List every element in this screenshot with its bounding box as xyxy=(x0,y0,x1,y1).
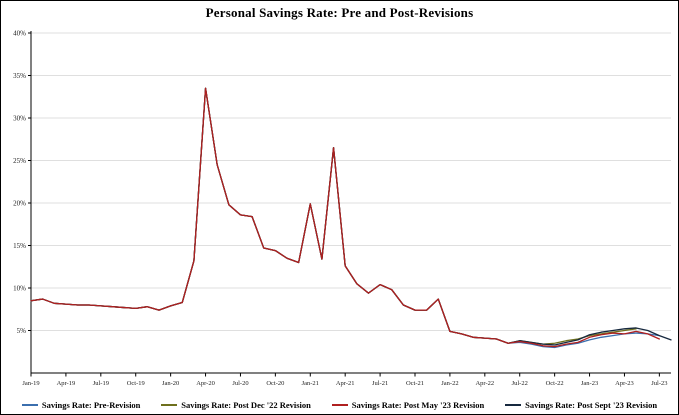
y-tick-label: 15% xyxy=(13,242,26,250)
legend-item: Savings Rate: Post May '23 Revision xyxy=(331,400,485,410)
y-tick-label: 20% xyxy=(13,199,26,207)
x-tick-label: Jul-19 xyxy=(93,380,109,387)
legend-item: Savings Rate: Post Dec '22 Revision xyxy=(161,400,311,410)
x-tick-label: Oct-21 xyxy=(406,380,424,387)
chart-title: Personal Savings Rate: Pre and Post-Revi… xyxy=(205,5,474,20)
legend-label: Savings Rate: Post Dec '22 Revision xyxy=(181,400,311,410)
x-tick-label: Jul-22 xyxy=(512,380,528,387)
line-chart-plot-area: 5% 10% 15% 20% 25% 30% 35% 40% Jan-19 Apr-19 Jul-1… xyxy=(13,29,672,387)
x-tick-label: Jul-20 xyxy=(232,380,248,387)
x-tick-label: Jul-21 xyxy=(372,380,388,387)
x-tick-label: Apr-20 xyxy=(196,380,215,387)
y-tick-label: 40% xyxy=(13,29,26,37)
series-line xyxy=(30,87,661,348)
chart-legend: Savings Rate: Pre-Revision Savings Rate: … xyxy=(1,400,678,410)
x-tick-label: Jan-19 xyxy=(22,380,39,387)
series-line xyxy=(30,87,637,345)
y-tick-label: 10% xyxy=(13,284,26,292)
series-line xyxy=(30,87,661,349)
legend-line-swatch xyxy=(331,404,348,406)
x-tick-label: Apr-21 xyxy=(336,380,355,387)
x-tick-label: Oct-20 xyxy=(266,380,284,387)
legend-label: Savings Rate: Post May '23 Revision xyxy=(351,400,485,410)
legend-label: Savings Rate: Pre-Revision xyxy=(41,400,141,410)
x-tick-label: Oct-22 xyxy=(546,380,564,387)
legend-item: Savings Rate: Pre-Revision xyxy=(21,400,141,410)
x-tick-label: Oct-19 xyxy=(127,380,145,387)
legend-item: Savings Rate: Post Sept '23 Revision xyxy=(505,400,657,410)
x-tick-label: Apr-19 xyxy=(57,380,76,387)
x-tick-label: Apr-23 xyxy=(615,380,634,387)
y-tick-label: 30% xyxy=(13,114,26,122)
x-tick-label: Jan-23 xyxy=(581,380,598,387)
legend-line-swatch xyxy=(161,404,178,406)
y-tick-label: 25% xyxy=(13,157,26,165)
x-tick-label: Jan-22 xyxy=(441,380,458,387)
x-tick-label: Apr-22 xyxy=(475,380,494,387)
x-tick-label: Jul-23 xyxy=(651,380,667,387)
legend-line-swatch xyxy=(21,404,38,406)
y-tick-label: 35% xyxy=(13,72,26,80)
x-tick-label: Jan-21 xyxy=(302,380,319,387)
x-tick-label: Jan-20 xyxy=(162,380,179,387)
y-tick-label: 5% xyxy=(17,327,27,335)
series-line xyxy=(30,87,672,346)
legend-label: Savings Rate: Post Sept '23 Revision xyxy=(525,400,658,410)
legend-line-swatch xyxy=(505,404,522,406)
